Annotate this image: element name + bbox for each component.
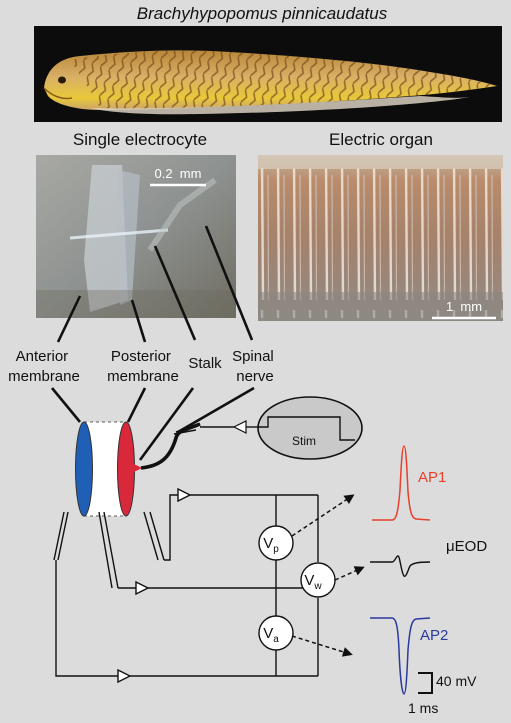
ap2-label: AP2 <box>420 627 448 644</box>
recording-circuit <box>53 487 319 684</box>
posterior-membrane-label: Posterior membrane <box>107 348 179 385</box>
posterior-membrane-label-line1: Posterior <box>111 348 171 365</box>
electrocyte-photo: 0.2 mm <box>36 155 236 318</box>
trace-scale-bar: 40 mV 1 ms <box>408 672 477 716</box>
vw-symbol: V <box>304 572 314 589</box>
ap2-trace <box>370 617 431 695</box>
voltmeter-va: Va <box>258 615 294 651</box>
voltage-scale-label: 40 mV <box>436 673 477 689</box>
voltmeter-vw: Vw <box>300 562 336 598</box>
anterior-membrane-disc <box>75 421 93 517</box>
vp-symbol: V <box>263 535 273 552</box>
svg-text:Vp: Vp <box>263 535 279 555</box>
ap1-trace <box>372 445 431 521</box>
fish-photo <box>34 26 502 122</box>
electrocyte-schematic <box>75 421 201 517</box>
va-sub: a <box>273 634 279 645</box>
spinal-nerve-label-line2: nerve <box>236 368 274 385</box>
stim-label: Stim <box>292 434 316 448</box>
anterior-membrane-label-line1: Anterior <box>16 348 69 365</box>
species-name: Brachyhypopomus pinnicaudatus <box>137 4 388 23</box>
ap1-label: AP1 <box>418 469 446 486</box>
single-electrocyte-title: Single electrocyte <box>73 130 207 149</box>
output-arrows <box>291 494 365 657</box>
va-symbol: V <box>263 625 273 642</box>
svg-text:Va: Va <box>263 625 279 645</box>
electric-organ-title: Electric organ <box>329 130 433 149</box>
pointer-lines <box>50 225 255 461</box>
electrocyte-scale-label: 0.2 mm <box>155 166 202 181</box>
organ-scale-label: 1 mm <box>446 299 482 314</box>
time-scale-label: 1 ms <box>408 700 438 716</box>
spinal-nerve-label-line1: Spinal <box>232 348 274 365</box>
posterior-membrane-label-line2: membrane <box>107 368 179 385</box>
anterior-membrane-label: Anterior membrane <box>8 348 80 385</box>
stalk-label: Stalk <box>188 355 222 372</box>
stimulator: Stim <box>200 396 363 460</box>
svg-text:Vw: Vw <box>304 572 322 592</box>
vw-sub: w <box>313 581 322 592</box>
spinal-nerve-label: Spinal nerve <box>232 348 278 385</box>
electric-organ-photo: 1 mm <box>258 155 503 321</box>
anterior-membrane-label-line2: membrane <box>8 368 80 385</box>
ueod-trace <box>370 555 431 578</box>
vp-sub: p <box>273 544 279 555</box>
voltmeter-vp: Vp <box>258 525 294 561</box>
ueod-label: μEOD <box>446 538 487 555</box>
